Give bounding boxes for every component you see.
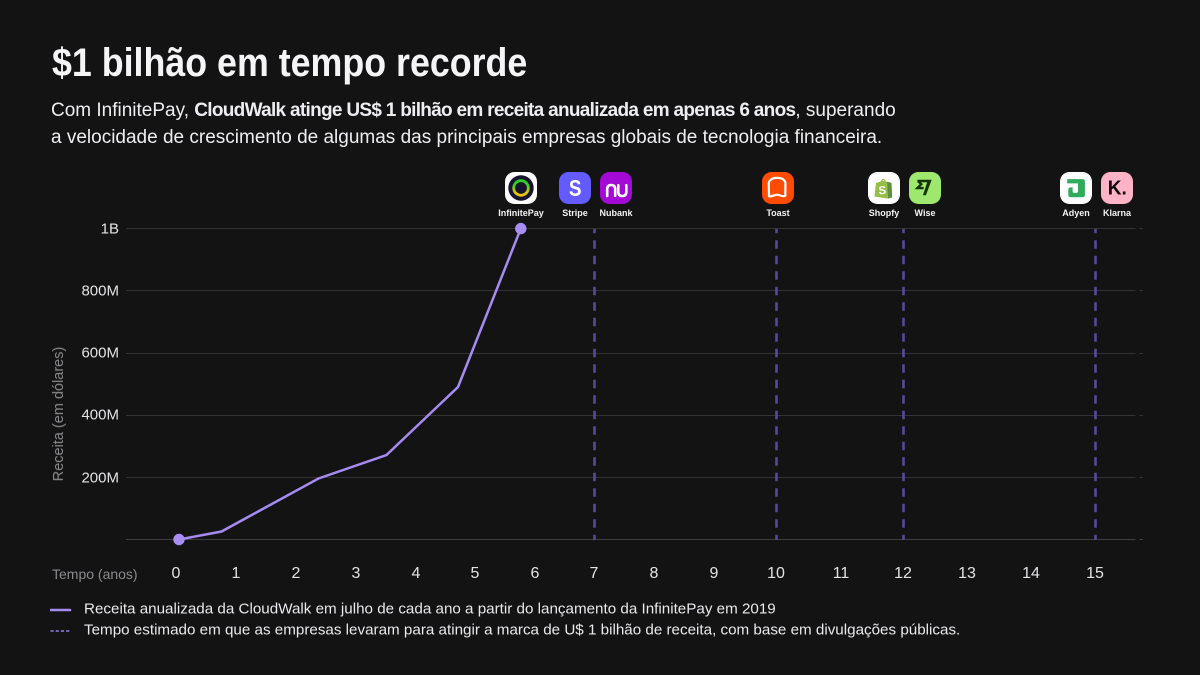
svg-text:S: S: [568, 176, 581, 201]
svg-text:K.: K.: [1108, 176, 1127, 199]
svg-text:S: S: [878, 184, 887, 197]
